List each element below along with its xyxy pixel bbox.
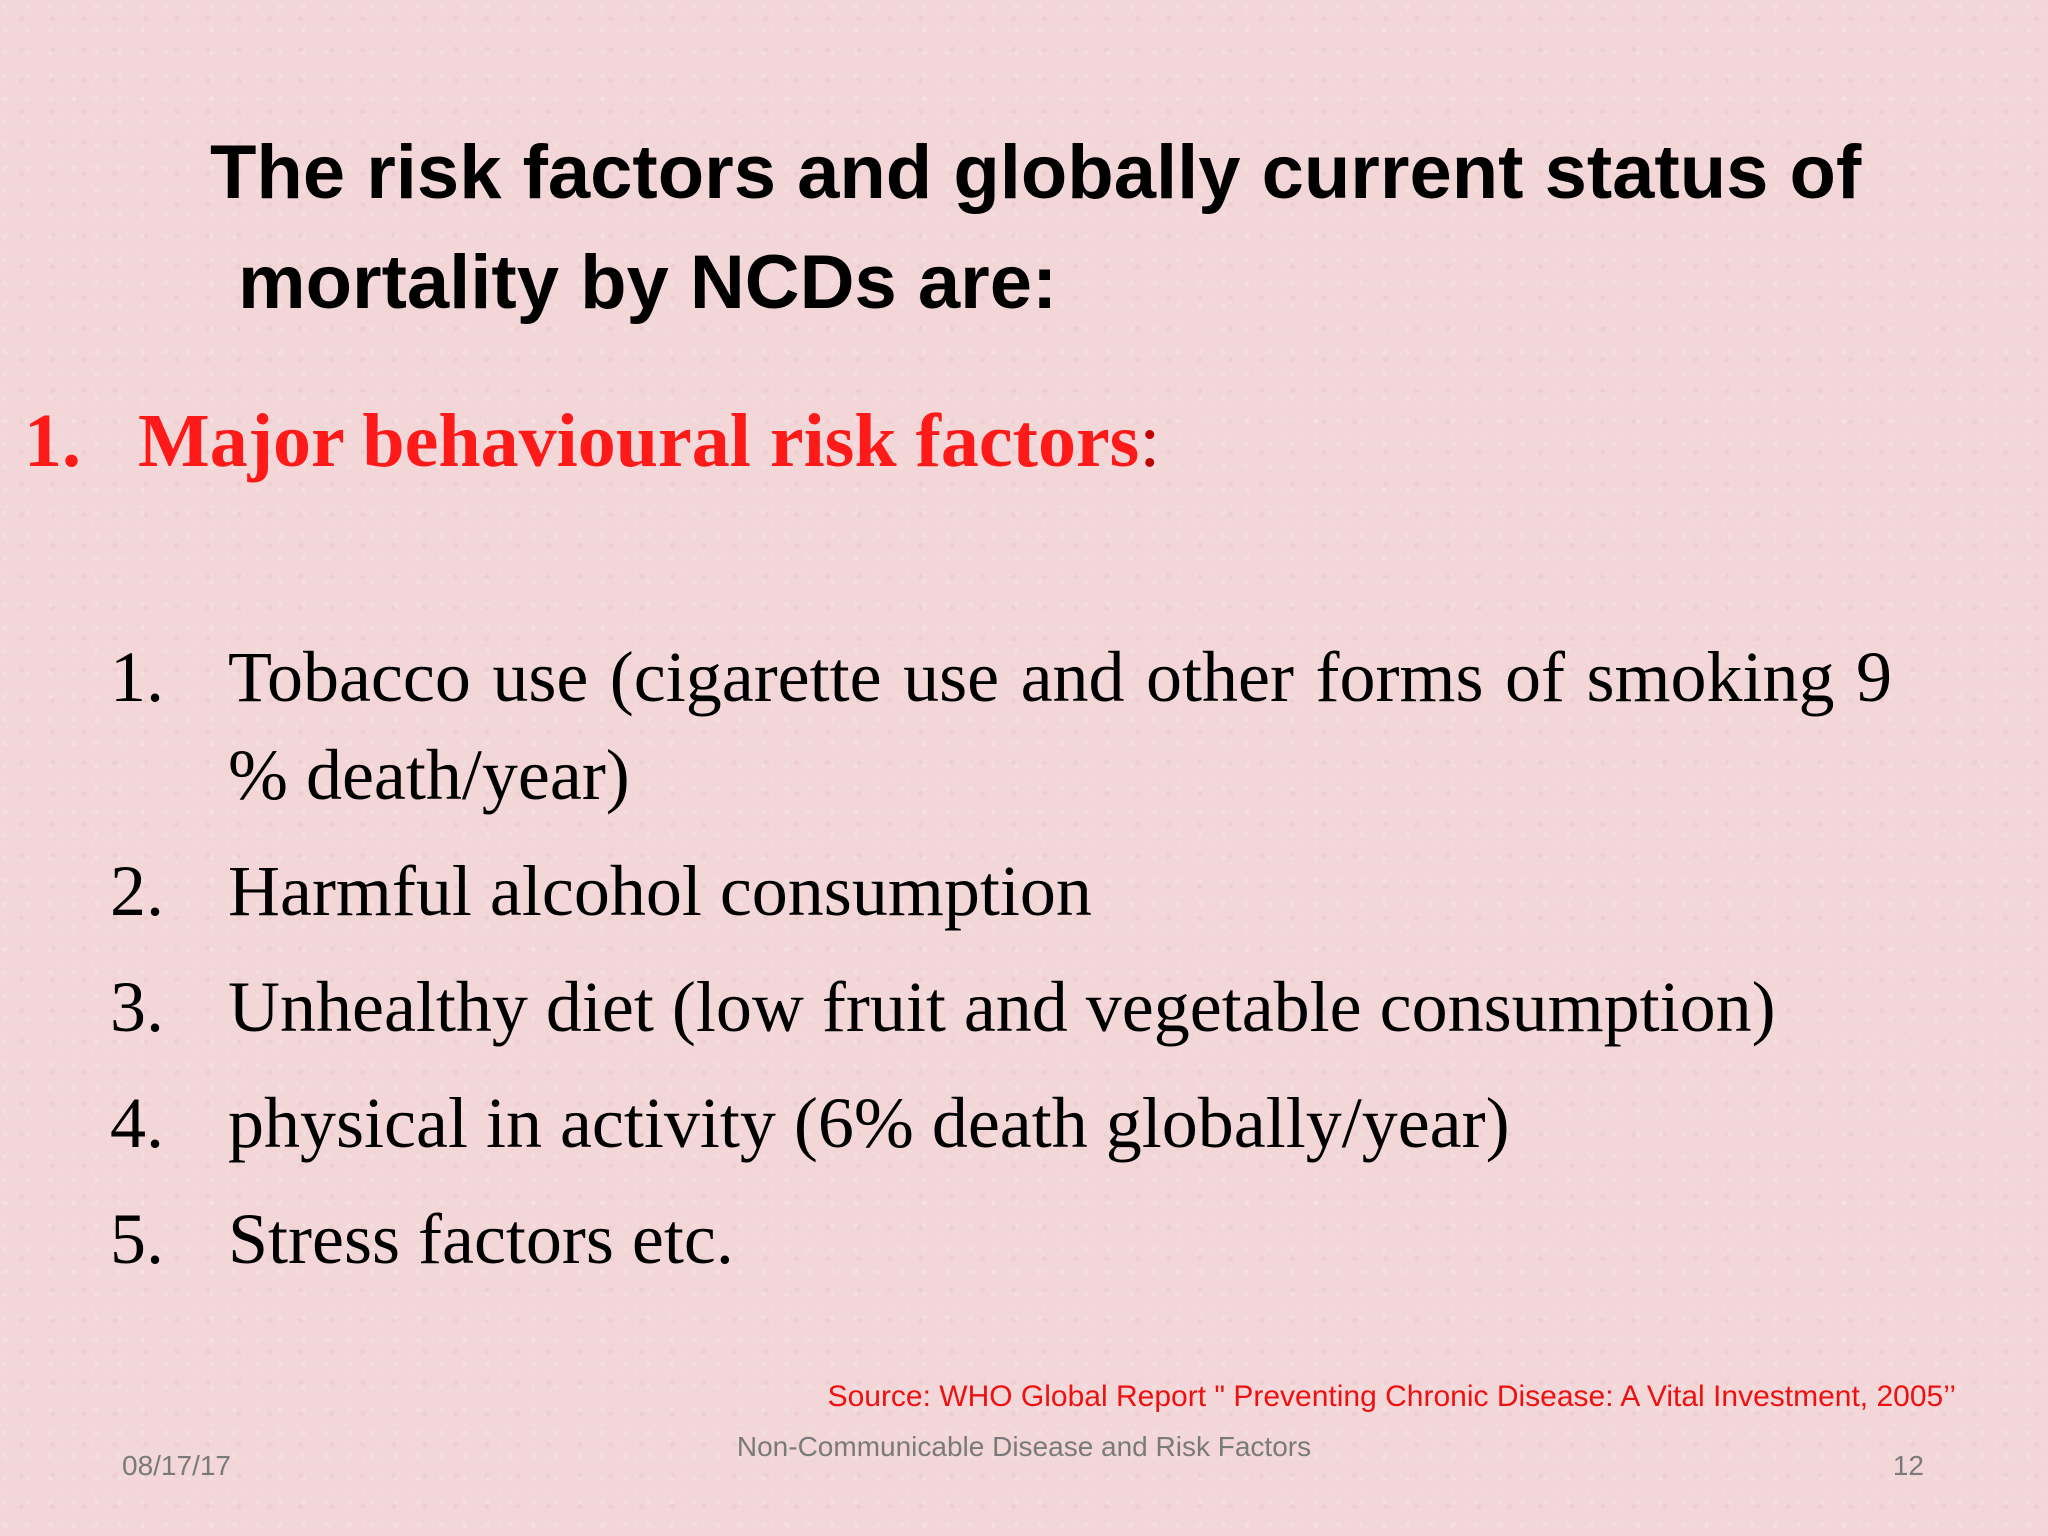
list-item-number: 5. (110, 1199, 164, 1279)
list-item: 1. Tobacco use (cigarette use and other … (110, 628, 1892, 824)
list-item: 3. Unhealthy diet (low fruit and vegetab… (110, 958, 1892, 1056)
slide-title-line2: mortality by NCDs are: (238, 240, 1058, 325)
list-item: 5. Stress factors etc. (110, 1190, 1892, 1288)
section-heading-text: Major behavioural risk factors (138, 399, 1140, 483)
list-item-text: Stress factors etc. (228, 1199, 734, 1279)
slide-title: The risk factors and globally current st… (210, 118, 1970, 338)
page-number: 12 (1892, 1450, 1924, 1481)
list-item: 4. physical in activity (6% death global… (110, 1074, 1892, 1172)
risk-factor-list: 1. Tobacco use (cigarette use and other … (110, 628, 1892, 1306)
list-item-text: Harmful alcohol consumption (228, 851, 1092, 931)
list-item-text: Unhealthy diet (low fruit and vegetable … (228, 967, 1776, 1047)
section-heading-colon: : (1139, 399, 1161, 483)
section-number: 1. (24, 399, 81, 483)
list-item-number: 4. (110, 1083, 164, 1163)
footer-title: Non-Communicable Disease and Risk Factor… (736, 1431, 1312, 1462)
list-item-text: physical in activity (6% death globally/… (228, 1083, 1510, 1163)
source-citation: Source: WHO Global Report " Preventing C… (827, 1380, 1956, 1413)
section-heading: 1. Major behavioural risk factors: (24, 398, 1160, 485)
list-item-number: 2. (110, 851, 164, 931)
list-item-text: Tobacco use (cigarette use and other for… (228, 637, 1892, 815)
list-item: 2. Harmful alcohol consumption (110, 842, 1892, 940)
list-item-number: 1. (110, 637, 164, 717)
slide-title-line1: The risk factors and globally current st… (210, 130, 1862, 215)
footer-date: 08/17/17 (122, 1450, 231, 1481)
list-item-number: 3. (110, 967, 164, 1047)
